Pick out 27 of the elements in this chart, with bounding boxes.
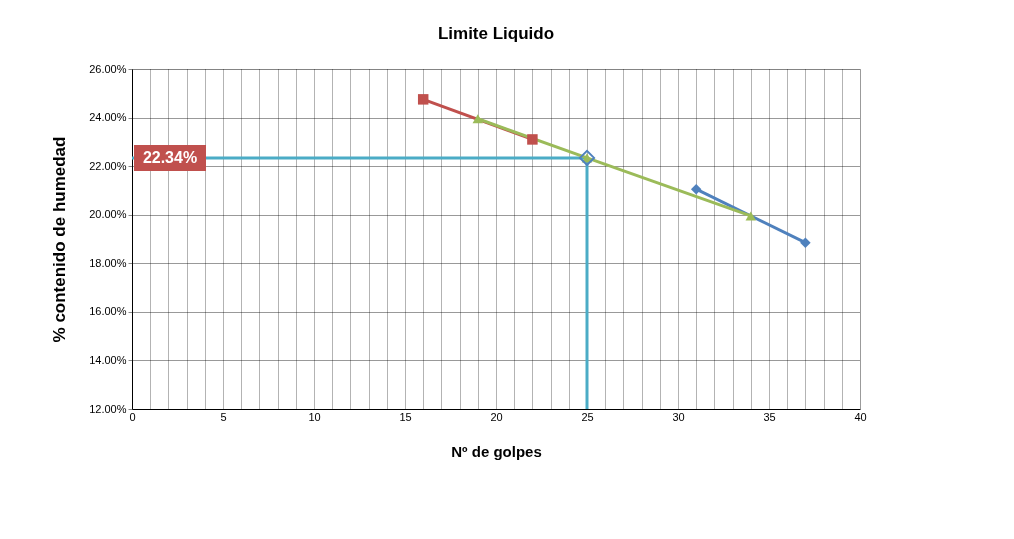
x-tick-label: 0: [129, 410, 136, 423]
y-tick-label: 24.00%: [89, 111, 127, 124]
ref-line-label: 22.34%: [142, 148, 198, 166]
y-tick-label: 12.00%: [89, 402, 127, 415]
point: [417, 94, 429, 105]
x-axis-title: Nº de golpes: [451, 442, 542, 460]
y-tick-label: 26.00%: [89, 62, 127, 75]
point: [690, 183, 702, 195]
y-tick-label: 22.00%: [89, 159, 127, 172]
y-tick-label: 14.00%: [89, 353, 127, 366]
x-tick-label: 25: [581, 410, 594, 423]
x-tick-label: 20: [490, 410, 503, 423]
x-tick-label: 40: [854, 410, 867, 423]
x-tick-label: 5: [220, 410, 227, 423]
point: [578, 149, 596, 166]
y-tick-label: 20.00%: [89, 208, 127, 221]
point: [527, 134, 538, 145]
y-axis-title: % contenido de humedad: [50, 136, 70, 343]
point: [472, 114, 484, 124]
point: [800, 237, 811, 248]
x-tick-label: 10: [308, 410, 321, 423]
x-tick-label: 15: [399, 410, 412, 423]
y-tick-label: 16.00%: [89, 305, 127, 318]
x-tick-label: 35: [763, 410, 776, 423]
x-tick-label: 30: [672, 410, 685, 423]
chart-title: Limite Liquido: [437, 24, 555, 43]
y-tick-label: 18.00%: [89, 256, 127, 269]
